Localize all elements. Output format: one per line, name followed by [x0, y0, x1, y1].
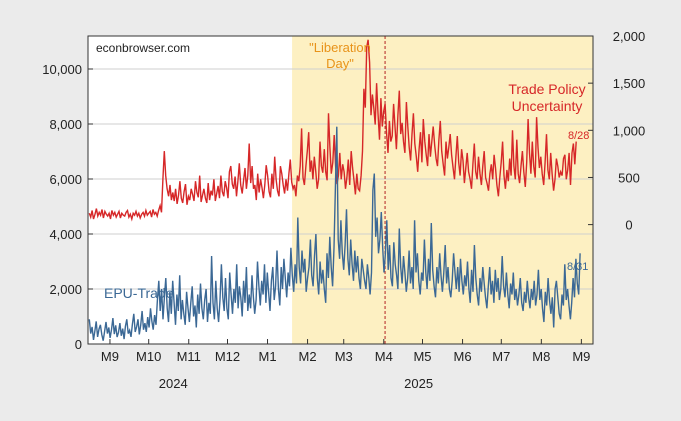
liberation-day-label: "Liberation Day"	[309, 40, 371, 71]
x-tick-label: M12	[215, 349, 240, 364]
left-tick-label: 4,000	[49, 227, 82, 242]
right-tick-label: 1,500	[613, 76, 646, 91]
left-axis: 0 2,000 4,000 6,000 8,000 10,000	[42, 62, 93, 352]
trade-policy-uncertainty-line	[88, 39, 577, 222]
trade-policy-uncertainty-label: Trade Policy Uncertainty	[508, 81, 585, 114]
right-tick-label: 500	[618, 170, 640, 185]
year-label: 2025	[404, 376, 433, 391]
x-tick-label: M2	[299, 349, 317, 364]
plot-frame	[87, 35, 594, 345]
right-tick-label: 2,000	[613, 29, 646, 44]
x-tick-label: M1	[258, 349, 276, 364]
right-axis: 0 500 1,000 1,500 2,000	[588, 29, 645, 233]
epu-trade-label: EPU-Trade	[104, 285, 174, 301]
left-tick-label: 10,000	[42, 62, 82, 77]
watermark: econbrowser.com	[96, 41, 190, 55]
year-label: 2024	[159, 376, 188, 391]
x-tick-label: M5	[413, 349, 431, 364]
x-tick-label: M6	[454, 349, 472, 364]
right-tick-label: 0	[625, 218, 632, 233]
right-tick-label: 1,000	[613, 123, 646, 138]
x-tick-label: M9	[572, 349, 590, 364]
x-tick-label: M8	[532, 349, 550, 364]
trade-policy-uncertainty-end-label: 8/28	[568, 130, 589, 142]
epu-trade-line	[88, 126, 581, 341]
x-tick-label: M9	[101, 349, 119, 364]
x-tick-label: M11	[177, 349, 201, 364]
post-inauguration-shading	[292, 36, 593, 344]
left-tick-label: 2,000	[49, 282, 82, 297]
left-tick-label: 6,000	[49, 172, 82, 187]
left-tick-label: 0	[75, 337, 82, 352]
x-axis: M9 M10 M11 M12 M1 M2 M3 M4 M5 M6 M7 M8 M9 2024 2025	[101, 339, 590, 391]
epu-trade-end-label: 8/31	[567, 261, 588, 273]
x-tick-label: M4	[375, 349, 393, 364]
x-tick-label: M10	[136, 349, 161, 364]
x-tick-label: M3	[335, 349, 353, 364]
left-tick-label: 8,000	[49, 117, 82, 132]
x-tick-label: M7	[492, 349, 510, 364]
